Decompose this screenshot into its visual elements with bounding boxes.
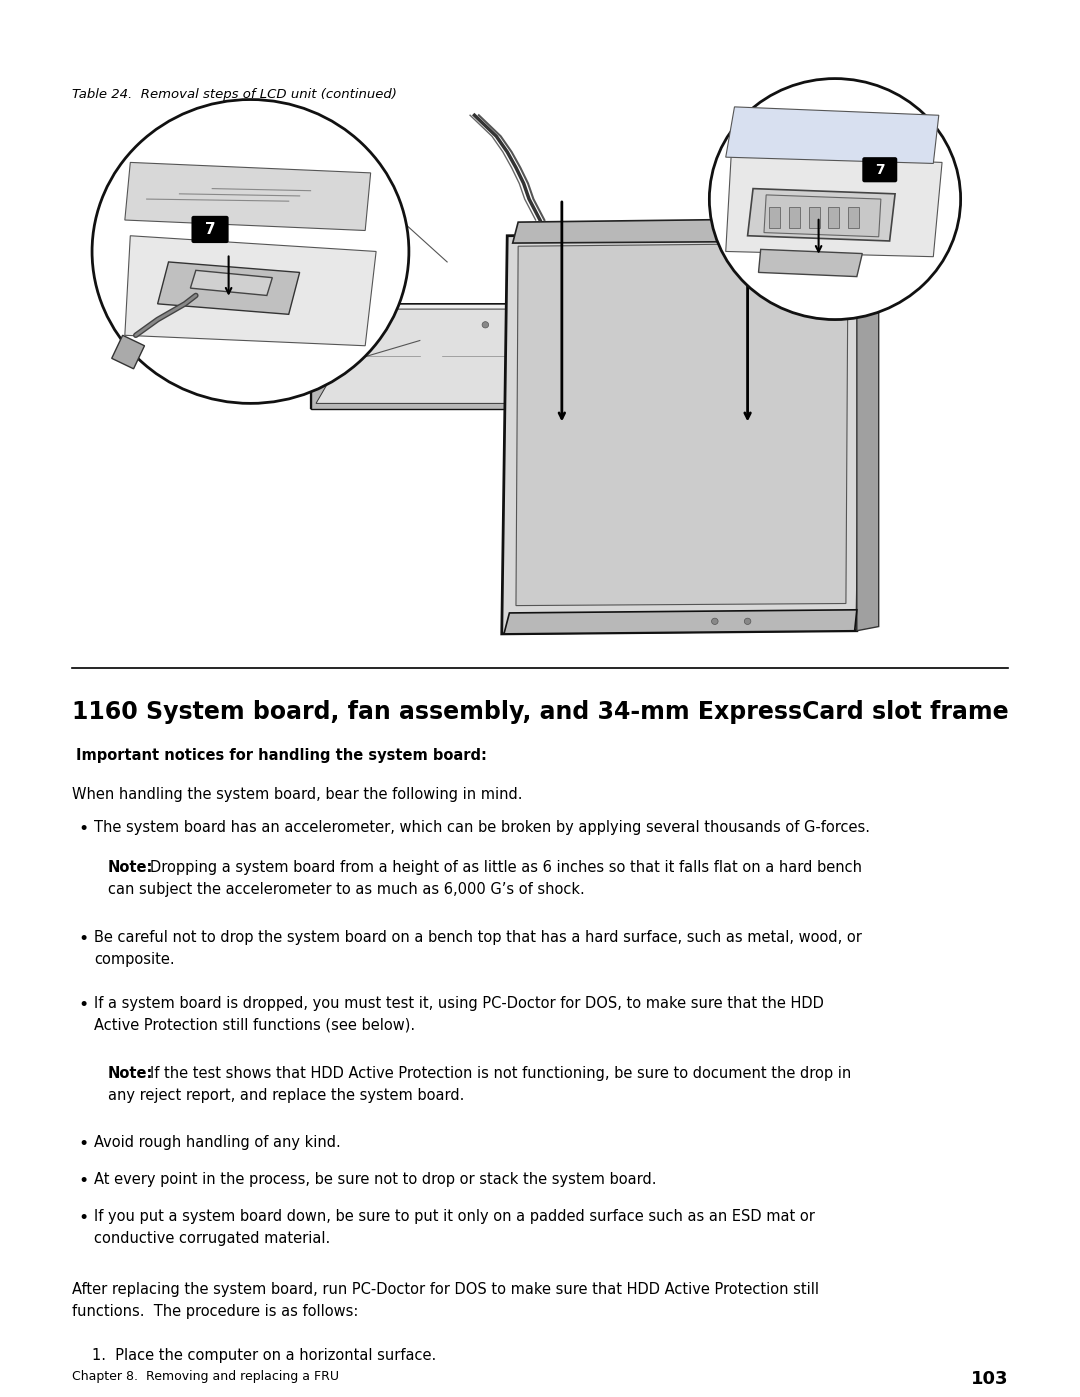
Circle shape bbox=[558, 337, 565, 344]
Polygon shape bbox=[111, 335, 145, 369]
Polygon shape bbox=[125, 162, 370, 231]
Circle shape bbox=[712, 617, 718, 624]
Bar bbox=[828, 208, 839, 228]
Polygon shape bbox=[502, 231, 862, 634]
FancyBboxPatch shape bbox=[862, 156, 897, 183]
Text: Avoid rough handling of any kind.: Avoid rough handling of any kind. bbox=[94, 1134, 341, 1150]
Text: •: • bbox=[78, 930, 89, 949]
Text: •: • bbox=[78, 996, 89, 1014]
Text: Active Protection still functions (see below).: Active Protection still functions (see b… bbox=[94, 1018, 415, 1032]
Text: Be careful not to drop the system board on a bench top that has a hard surface, : Be careful not to drop the system board … bbox=[94, 930, 862, 944]
Text: When handling the system board, bear the following in mind.: When handling the system board, bear the… bbox=[72, 787, 523, 802]
Polygon shape bbox=[758, 250, 862, 277]
Text: If the test shows that HDD Active Protection is not functioning, be sure to docu: If the test shows that HDD Active Protec… bbox=[150, 1066, 851, 1081]
Circle shape bbox=[92, 99, 409, 404]
Text: Important notices for handling the system board:: Important notices for handling the syste… bbox=[76, 747, 487, 763]
Polygon shape bbox=[764, 194, 881, 237]
Text: 7: 7 bbox=[205, 222, 215, 237]
Circle shape bbox=[744, 617, 751, 624]
Polygon shape bbox=[513, 218, 856, 243]
Polygon shape bbox=[311, 377, 813, 408]
Circle shape bbox=[744, 334, 751, 341]
Text: After replacing the system board, run PC-Doctor for DOS to make sure that HDD Ac: After replacing the system board, run PC… bbox=[72, 1282, 819, 1296]
Polygon shape bbox=[856, 228, 879, 630]
Polygon shape bbox=[726, 155, 942, 257]
Polygon shape bbox=[726, 108, 939, 163]
Text: conductive corrugated material.: conductive corrugated material. bbox=[94, 1231, 330, 1246]
Text: 1.  Place the computer on a horizontal surface.: 1. Place the computer on a horizontal su… bbox=[92, 1348, 436, 1363]
Text: Note:: Note: bbox=[108, 859, 153, 875]
Text: 7: 7 bbox=[875, 162, 885, 177]
Circle shape bbox=[482, 321, 488, 328]
Text: •: • bbox=[78, 820, 89, 838]
Bar bbox=[809, 208, 820, 228]
Circle shape bbox=[710, 78, 960, 320]
Polygon shape bbox=[311, 303, 867, 408]
Text: composite.: composite. bbox=[94, 951, 175, 967]
Text: The system board has an accelerometer, which can be broken by applying several t: The system board has an accelerometer, w… bbox=[94, 820, 870, 835]
Text: Chapter 8.  Removing and replacing a FRU: Chapter 8. Removing and replacing a FRU bbox=[72, 1370, 339, 1383]
Circle shape bbox=[646, 324, 652, 330]
Polygon shape bbox=[747, 189, 895, 242]
Text: Note:: Note: bbox=[108, 1066, 153, 1081]
Text: •: • bbox=[78, 1172, 89, 1190]
Text: 103: 103 bbox=[971, 1370, 1008, 1389]
Text: can subject the accelerometer to as much as 6,000 G’s of shock.: can subject the accelerometer to as much… bbox=[108, 882, 584, 897]
Polygon shape bbox=[190, 271, 272, 296]
Polygon shape bbox=[316, 309, 862, 404]
Polygon shape bbox=[504, 609, 856, 634]
Text: 1160 System board, fan assembly, and 34-mm ExpressCard slot frame: 1160 System board, fan assembly, and 34-… bbox=[72, 700, 1009, 724]
Text: If a system board is dropped, you must test it, using PC-Doctor for DOS, to make: If a system board is dropped, you must t… bbox=[94, 996, 824, 1011]
Text: functions.  The procedure is as follows:: functions. The procedure is as follows: bbox=[72, 1303, 359, 1319]
Circle shape bbox=[373, 332, 379, 338]
Polygon shape bbox=[516, 243, 848, 606]
Text: If you put a system board down, be sure to put it only on a padded surface such : If you put a system board down, be sure … bbox=[94, 1210, 815, 1224]
Text: Dropping a system board from a height of as little as 6 inches so that it falls : Dropping a system board from a height of… bbox=[150, 859, 862, 875]
Text: any reject report, and replace the system board.: any reject report, and replace the syste… bbox=[108, 1088, 464, 1104]
Polygon shape bbox=[158, 263, 299, 314]
Polygon shape bbox=[125, 236, 376, 345]
Polygon shape bbox=[813, 278, 867, 408]
Bar bbox=[848, 208, 859, 228]
Bar bbox=[769, 208, 781, 228]
Bar bbox=[789, 208, 800, 228]
Text: •: • bbox=[78, 1210, 89, 1228]
Text: •: • bbox=[78, 1134, 89, 1153]
Text: Table 24.  Removal steps of LCD unit (continued): Table 24. Removal steps of LCD unit (con… bbox=[72, 88, 396, 101]
Polygon shape bbox=[311, 272, 365, 408]
Text: At every point in the process, be sure not to drop or stack the system board.: At every point in the process, be sure n… bbox=[94, 1172, 657, 1187]
FancyBboxPatch shape bbox=[191, 215, 229, 243]
